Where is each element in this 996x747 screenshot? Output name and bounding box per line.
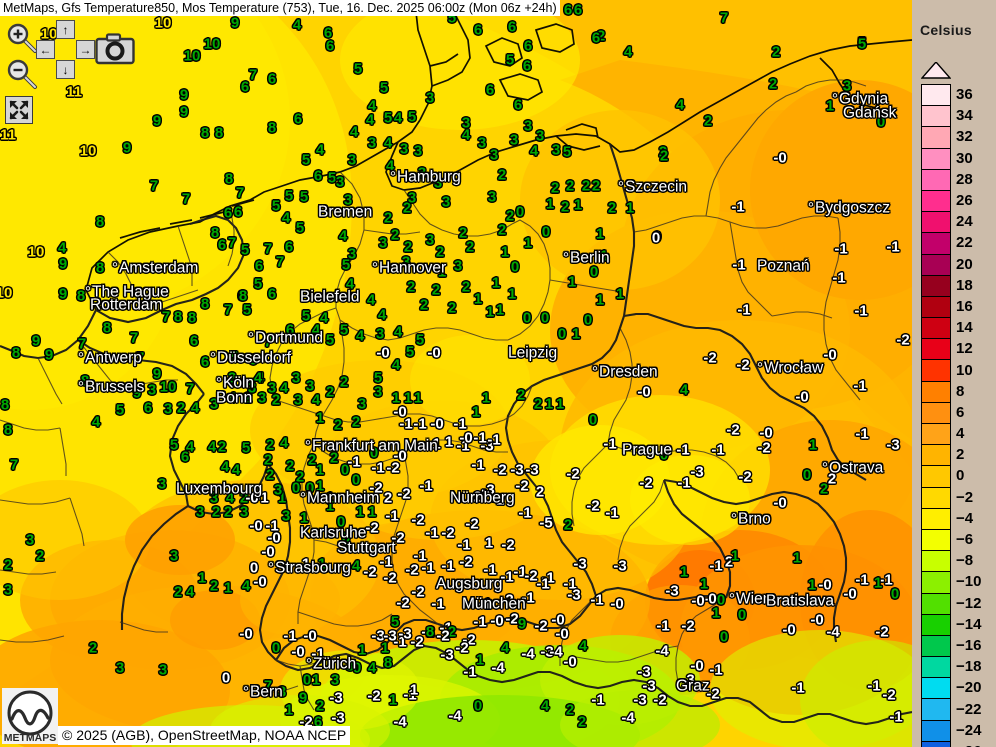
pan-left-button[interactable]: ← [36, 40, 55, 59]
legend-cell: −10 [921, 571, 981, 593]
attribution-footer: © 2025 (AGB), OpenStreetMap, NOAA NCEP [58, 726, 351, 745]
legend-tick-label: −24 [956, 721, 982, 739]
legend-tick-label: 6 [956, 404, 965, 422]
zoom-in-icon[interactable] [6, 22, 38, 59]
map-title: MetMaps, Gfs Temperature850, Mos Tempera… [0, 0, 560, 16]
legend-cell: 2 [921, 444, 964, 466]
legend-cell: 10 [921, 359, 973, 381]
legend-cell: 26 [921, 189, 973, 212]
legend-tick-label: 32 [956, 128, 973, 146]
legend-cell: −26 [921, 740, 981, 747]
legend-tick-label: 0 [956, 467, 965, 485]
legend-cell: 20 [921, 253, 973, 275]
legend-tick-label: 18 [956, 276, 973, 294]
pan-right-button[interactable]: → [76, 40, 95, 59]
legend-cell: 28 [921, 168, 973, 190]
map-canvas[interactable]: 1011111010109910109109988778766878989898… [0, 0, 912, 747]
legend-cell: 0 [921, 465, 964, 487]
legend-tick-label: −4 [956, 510, 974, 528]
legend-tick-label: 4 [956, 425, 965, 443]
legend-cell: 4 [921, 423, 964, 445]
legend-tick-label: 26 [956, 192, 973, 210]
legend-tick-label: 24 [956, 213, 973, 231]
legend-tick-label: −8 [956, 552, 974, 570]
legend-tick-label: 12 [956, 340, 973, 358]
legend-cell: 8 [921, 380, 964, 402]
legend-top-arrow [920, 60, 952, 84]
legend-tick-label: 10 [956, 361, 973, 379]
legend-tick-label: −10 [956, 573, 982, 591]
legend-cell: 30 [921, 147, 973, 169]
legend-tick-label: −22 [956, 700, 982, 718]
legend-tick-label: 2 [956, 446, 965, 464]
legend-cell: 16 [921, 295, 973, 318]
legend-tick-label: 22 [956, 234, 973, 252]
legend-cell: 36 [921, 84, 973, 106]
legend-cell: 22 [921, 232, 973, 254]
legend-tick-label: −16 [956, 637, 982, 655]
legend-tick-label: −20 [956, 679, 982, 697]
legend-cell: 14 [921, 317, 973, 339]
legend-tick-label: −2 [956, 488, 974, 506]
pan-down-button[interactable]: ↓ [56, 60, 75, 79]
legend-cell: −6 [921, 528, 973, 551]
legend-tick-label: −26 [956, 743, 981, 747]
color-scale-legend: Celsius 36 34 32 30 28 26 24 22 20 18 16 14 12 10 8 6 4 2… [912, 0, 996, 747]
pan-up-button[interactable]: ↑ [56, 20, 75, 39]
camera-icon[interactable] [95, 33, 135, 65]
legend-colorbar: 36 34 32 30 28 26 24 22 20 18 16 14 12 10 8 6 4 2 0 −2 −4 −6−… [920, 60, 981, 747]
legend-cell: −22 [921, 698, 981, 720]
legend-cell: −18 [921, 656, 981, 678]
legend-cell: −16 [921, 634, 981, 657]
legend-cell: 32 [921, 126, 973, 148]
legend-cell: −12 [921, 592, 981, 614]
metmaps-logo: METMAPS [2, 688, 58, 744]
legend-tick-label: 20 [956, 255, 973, 273]
legend-tick-label: −12 [956, 594, 982, 612]
legend-tick-label: 16 [956, 298, 973, 316]
legend-cell: −8 [921, 550, 973, 572]
legend-cell: 34 [921, 105, 973, 127]
legend-tick-label: 36 [956, 86, 973, 104]
legend-cell: −2 [921, 486, 973, 508]
legend-unit-label: Celsius [920, 22, 972, 38]
legend-tick-label: −14 [956, 615, 982, 633]
legend-tick-label: 30 [956, 149, 973, 167]
legend-cell: 12 [921, 338, 973, 360]
legend-cell: 24 [921, 211, 973, 233]
legend-cell: 6 [921, 401, 964, 423]
zoom-out-icon[interactable] [6, 58, 38, 95]
legend-cell: −20 [921, 677, 981, 699]
legend-cell: −14 [921, 613, 981, 635]
fullscreen-icon[interactable] [5, 96, 33, 124]
legend-cell: −4 [921, 507, 973, 529]
legend-cell: −24 [921, 719, 981, 741]
legend-tick-label: 14 [956, 319, 973, 337]
legend-tick-label: −18 [956, 658, 982, 676]
legend-cell: 18 [921, 274, 973, 296]
legend-tick-label: 34 [956, 107, 973, 125]
legend-tick-label: −6 [956, 531, 974, 549]
legend-tick-label: 8 [956, 382, 965, 400]
legend-tick-label: 28 [956, 171, 973, 189]
temperature-field [0, 0, 912, 747]
logo-text: METMAPS [4, 732, 57, 744]
